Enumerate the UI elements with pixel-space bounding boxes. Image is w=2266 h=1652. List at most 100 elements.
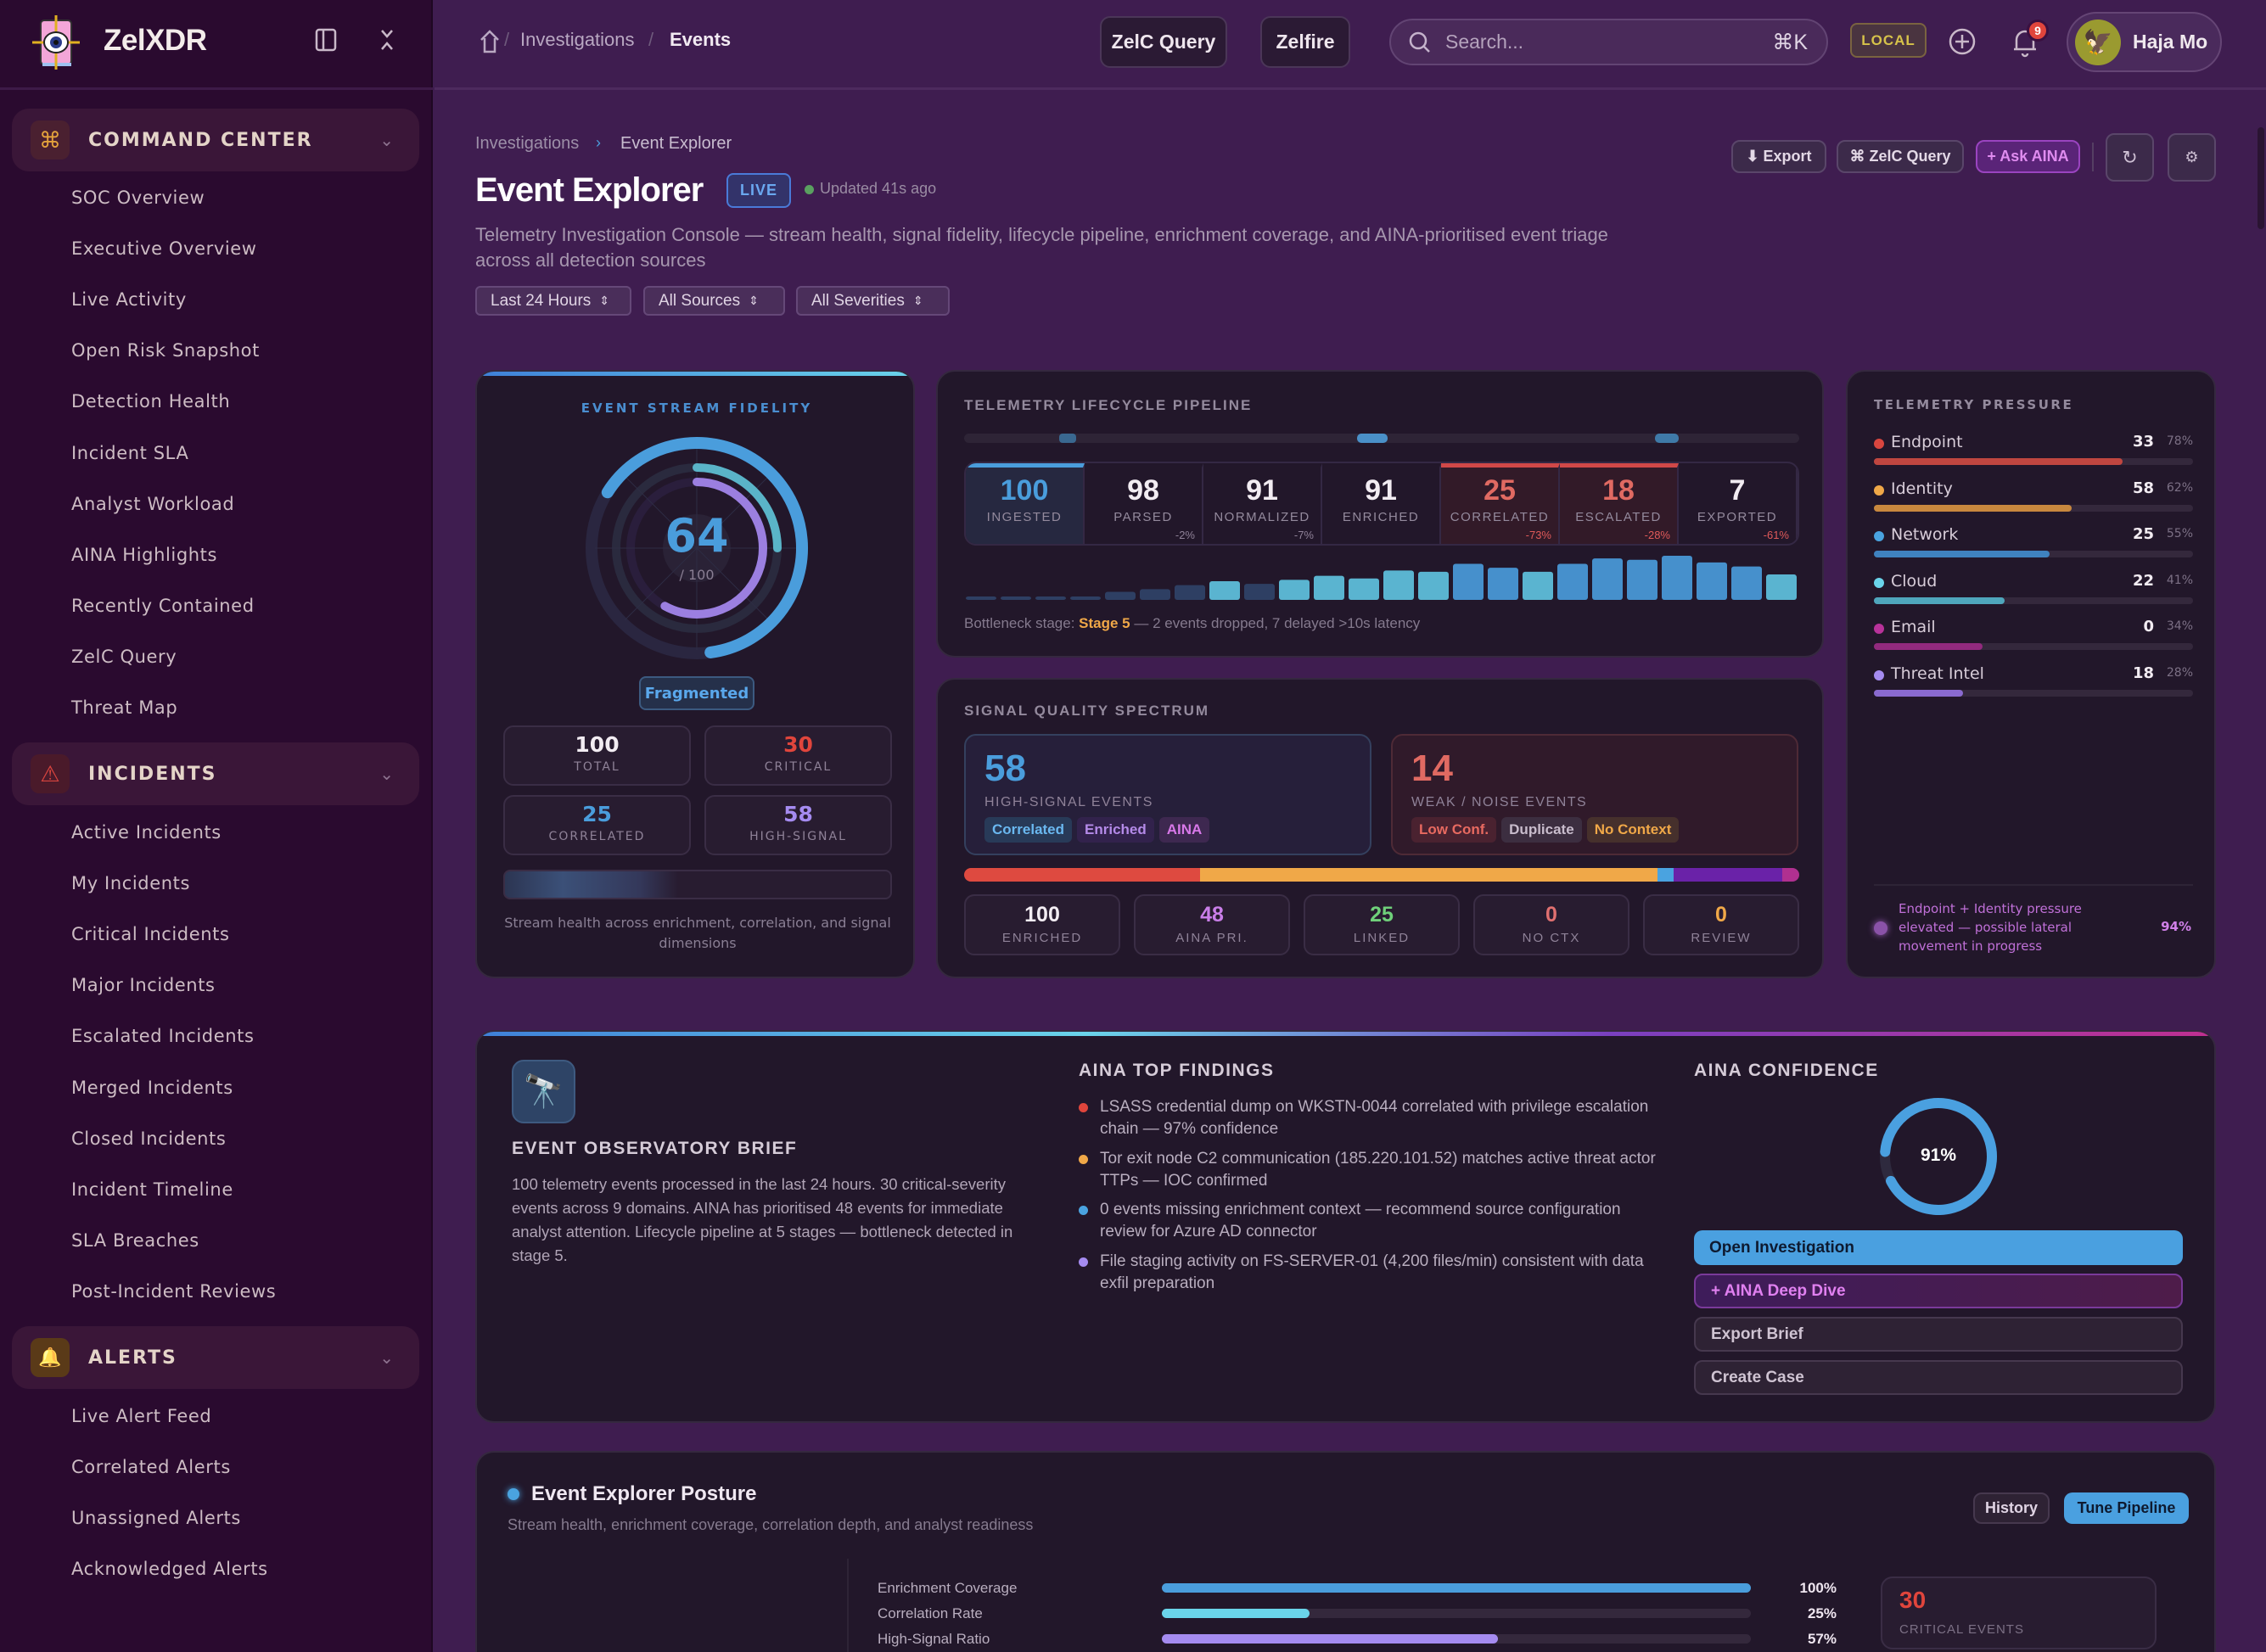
scrollbar[interactable]: [2258, 127, 2264, 229]
sidebar-group-alerts[interactable]: 🔔 ALERTS ⌄: [12, 1326, 419, 1389]
scrubber-marker[interactable]: [1059, 434, 1076, 443]
breadcrumb-separator: /: [504, 29, 510, 50]
sidebar-item[interactable]: Analyst Workload: [71, 493, 235, 514]
sidebar-item[interactable]: Unassigned Alerts: [71, 1508, 241, 1529]
zelc-query-button[interactable]: ZelC Query: [1100, 16, 1227, 68]
refresh-icon[interactable]: ↻: [2106, 133, 2154, 182]
sidebar-item[interactable]: Critical Incidents: [71, 924, 230, 945]
sidebar-group-incidents[interactable]: ⚠ INCIDENTS ⌄: [12, 742, 419, 805]
zelc-query-page-button[interactable]: ⌘ ZelC Query: [1837, 140, 1964, 173]
export-brief-button[interactable]: Export Brief: [1694, 1317, 2183, 1352]
pressure-row-email[interactable]: Email 0 34%: [1874, 618, 2193, 660]
ask-aina-button[interactable]: + Ask AINA: [1976, 140, 2080, 173]
sidebar-item[interactable]: Closed Incidents: [71, 1128, 227, 1149]
home-icon[interactable]: [479, 29, 501, 54]
throughput-bar: [1697, 562, 1727, 600]
sidebar-group-command-center[interactable]: ⌘ COMMAND CENTER ⌄: [12, 109, 419, 171]
history-button[interactable]: History: [1973, 1492, 2050, 1524]
stage-escalated[interactable]: 18 ESCALATED -28%: [1560, 463, 1679, 544]
fidelity-gauge: [586, 437, 808, 659]
critical-events-value: 30: [1899, 1587, 1927, 1613]
sidebar-item[interactable]: My Incidents: [71, 873, 191, 894]
finding-item[interactable]: 0 events missing enrichment context — re…: [1079, 1199, 1656, 1243]
tune-pipeline-button[interactable]: Tune Pipeline: [2064, 1492, 2189, 1524]
stat-correlated: 25 CORRELATED: [503, 795, 691, 855]
sidebar-item[interactable]: Recently Contained: [71, 595, 255, 616]
stage-ingested[interactable]: 100 INGESTED: [966, 463, 1085, 544]
sidebar-item[interactable]: Merged Incidents: [71, 1077, 233, 1098]
throughput-bar: [1453, 563, 1484, 600]
user-menu[interactable]: 🦅 Haja Mo: [2067, 12, 2222, 72]
stage-correlated[interactable]: 25 CORRELATED -73%: [1441, 463, 1560, 544]
source-select[interactable]: All Sources ⇕: [643, 286, 785, 316]
aina-deep-dive-button[interactable]: + AINA Deep Dive: [1694, 1274, 2183, 1308]
user-name: Haja Mo: [2133, 31, 2208, 53]
pressure-row-identity[interactable]: Identity 58 62%: [1874, 479, 2193, 522]
throughput-bar: [1035, 596, 1066, 600]
sidebar-item[interactable]: Active Incidents: [71, 822, 222, 843]
stage-label: EXPORTED: [1697, 510, 1778, 524]
sidebar-toggle-icon[interactable]: [311, 27, 341, 58]
updated-time: Updated 41s ago: [820, 180, 937, 197]
time-range-select[interactable]: Last 24 Hours ⇕: [475, 286, 631, 316]
sidebar-item[interactable]: Post-Incident Reviews: [71, 1280, 277, 1302]
posture-label: Enrichment Coverage: [878, 1580, 1018, 1596]
sidebar-item[interactable]: SOC Overview: [71, 188, 205, 208]
search-input[interactable]: [1445, 31, 1773, 53]
bottleneck-note: Bottleneck stage: Stage 5 — 2 events dro…: [964, 615, 1420, 632]
throughput-bar: [1731, 566, 1762, 600]
sidebar-item[interactable]: Live Activity: [71, 289, 187, 311]
source-count: 18: [2132, 664, 2154, 682]
breadcrumb-investigations[interactable]: Investigations: [520, 29, 635, 50]
severity-select[interactable]: All Severities ⇕: [796, 286, 950, 316]
sidebar-item[interactable]: SLA Breaches: [71, 1229, 199, 1251]
chevron-down-icon: ⌄: [379, 1348, 394, 1368]
pressure-row-network[interactable]: Network 25 55%: [1874, 525, 2193, 568]
open-investigation-button[interactable]: Open Investigation: [1694, 1230, 2183, 1265]
collapse-icon[interactable]: [372, 27, 402, 58]
sidebar-item[interactable]: Incident SLA: [71, 442, 189, 463]
pressure-row-cloud[interactable]: Cloud 22 41%: [1874, 572, 2193, 614]
add-icon[interactable]: [1947, 26, 1977, 57]
sidebar-item[interactable]: Major Incidents: [71, 975, 216, 996]
finding-dot: [1079, 1154, 1088, 1164]
finding-item[interactable]: Tor exit node C2 communication (185.220.…: [1079, 1148, 1656, 1192]
pressure-alert-pct: 94%: [2161, 919, 2191, 934]
sidebar-item[interactable]: Escalated Incidents: [71, 1026, 255, 1047]
posture-fill: [1162, 1634, 1498, 1644]
export-button[interactable]: ⬇ Export: [1731, 140, 1826, 173]
pressure-row-endpoint[interactable]: Endpoint 33 78%: [1874, 433, 2193, 475]
notification-count: 9: [2027, 20, 2049, 42]
stage-exported[interactable]: 7 EXPORTED -61%: [1679, 463, 1798, 544]
stage-enriched[interactable]: 91 ENRICHED: [1322, 463, 1441, 544]
stat-label: LINKED: [1353, 931, 1411, 945]
create-case-button[interactable]: Create Case: [1694, 1360, 2183, 1395]
search-bar[interactable]: ⌘K: [1389, 19, 1828, 65]
sidebar-item[interactable]: Detection Health: [71, 391, 231, 412]
chevron-down-icon: ⌄: [379, 131, 394, 150]
sidebar-item[interactable]: Threat Map: [71, 697, 178, 718]
sidebar-item[interactable]: Acknowledged Alerts: [71, 1559, 268, 1580]
stage-normalized[interactable]: 91 NORMALIZED -7%: [1203, 463, 1322, 544]
sidebar-item[interactable]: Live Alert Feed: [71, 1406, 212, 1426]
page-breadcrumb-investigations[interactable]: Investigations: [475, 134, 580, 153]
sidebar-item[interactable]: Executive Overview: [71, 238, 257, 260]
pressure-track: [1874, 643, 2193, 650]
high-signal-tags: Correlated Enriched AINA: [984, 817, 1214, 843]
sidebar-item[interactable]: ZelC Query: [71, 646, 177, 667]
settings-icon[interactable]: ⚙: [2168, 133, 2216, 182]
scrubber-marker[interactable]: [1655, 434, 1679, 443]
sidebar-item[interactable]: Correlated Alerts: [71, 1457, 231, 1478]
scrubber-marker[interactable]: [1357, 434, 1388, 443]
zelfire-button[interactable]: Zelfire: [1260, 16, 1350, 68]
sidebar-item[interactable]: Open Risk Snapshot: [71, 340, 260, 361]
finding-item[interactable]: LSASS credential dump on WKSTN-0044 corr…: [1079, 1096, 1656, 1140]
weak-signal-tags: Low Conf. Duplicate No Context: [1411, 817, 1684, 843]
sidebar-item[interactable]: AINA Highlights: [71, 544, 218, 565]
sidebar-item[interactable]: Incident Timeline: [71, 1179, 233, 1200]
pipeline-scrubber[interactable]: [964, 434, 1799, 443]
stage-parsed[interactable]: 98 PARSED -2%: [1085, 463, 1203, 544]
finding-item[interactable]: File staging activity on FS-SERVER-01 (4…: [1079, 1251, 1656, 1295]
pressure-row-threat-intel[interactable]: Threat Intel 18 28%: [1874, 664, 2193, 707]
fidelity-caption: Stream health across enrichment, correla…: [504, 915, 891, 951]
